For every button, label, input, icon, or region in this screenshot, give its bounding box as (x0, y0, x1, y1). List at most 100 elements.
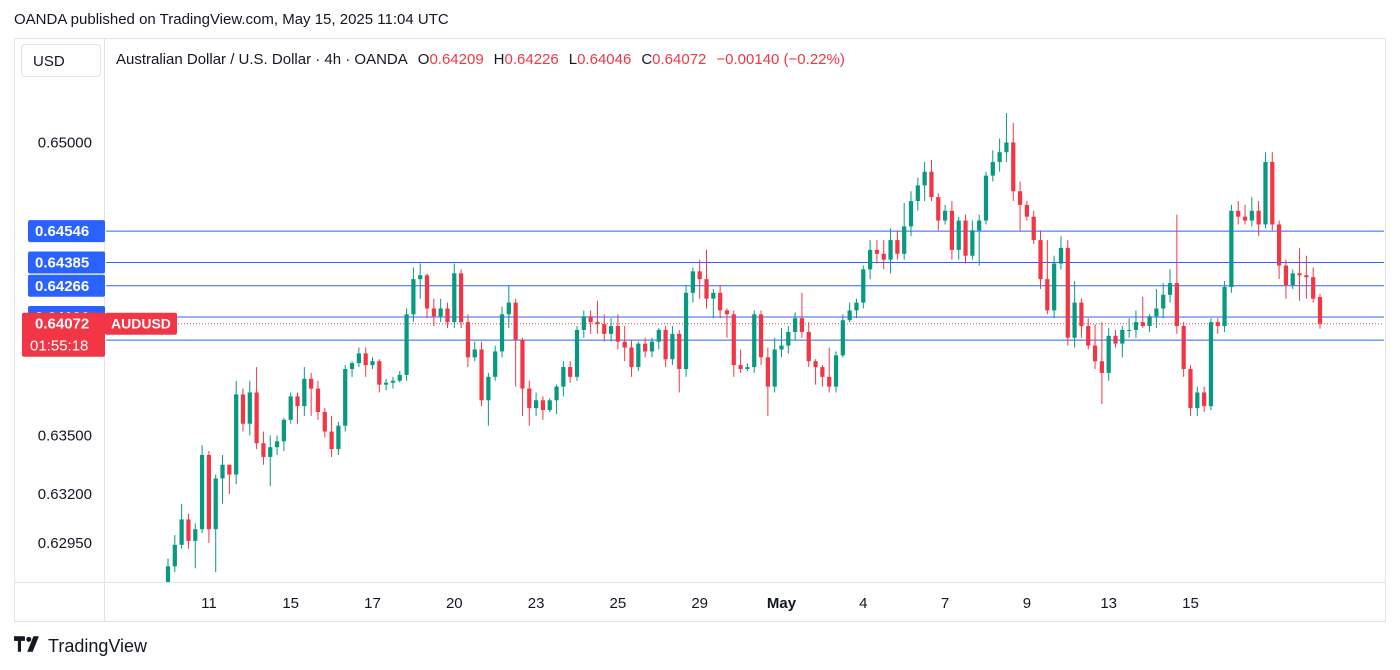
candle-up (970, 230, 975, 256)
candle-up (1195, 392, 1200, 409)
candle-up (636, 343, 641, 368)
candle-down (1270, 161, 1275, 225)
y-tick-label: 0.65000 (38, 134, 92, 151)
tradingview-logo-icon (14, 636, 42, 657)
symbol-tag-label: AUDUSD (111, 316, 171, 332)
high-label: H (493, 51, 505, 68)
candle-up (472, 349, 477, 358)
candle-down (322, 412, 327, 432)
candle-down (704, 279, 709, 299)
close-label: C (641, 51, 653, 68)
candle-down (643, 343, 648, 352)
candle-down (1283, 265, 1289, 286)
candle-down (261, 443, 266, 457)
candle-up (411, 279, 416, 315)
x-tick-label: 4 (859, 595, 867, 612)
candle-down (1079, 302, 1084, 327)
candle-down (363, 353, 368, 366)
x-tick-label: 13 (1100, 595, 1117, 612)
level-label: 0.64266 (35, 278, 89, 295)
candle-down (186, 519, 191, 541)
candle-down (731, 314, 736, 366)
currency-selector[interactable]: USD (21, 44, 101, 77)
candle-down (227, 464, 232, 475)
candle-down (718, 292, 723, 311)
x-tick-label: 17 (364, 595, 381, 612)
candle-up (670, 333, 675, 360)
candle-down (1099, 361, 1104, 373)
candle-down (820, 367, 825, 377)
candle-up (847, 310, 852, 321)
candle-down (1311, 277, 1316, 299)
candle-up (220, 464, 225, 479)
candle-down (697, 271, 702, 280)
candle-up (1229, 210, 1234, 287)
candle-down (949, 210, 955, 250)
candle-up (404, 314, 409, 375)
candle-up (1208, 322, 1214, 407)
candle-up (649, 341, 655, 352)
candle-up (452, 273, 457, 323)
candle-down (588, 316, 593, 323)
high-value: 0.64226 (504, 51, 559, 68)
candle-down (377, 361, 382, 385)
candle-up (1161, 294, 1166, 309)
candle-down (254, 392, 259, 444)
candle-down (602, 324, 607, 334)
candle-up (608, 326, 614, 334)
symbol-title: Australian Dollar / U.S. Dollar · 4h · O… (116, 51, 408, 68)
candle-up (902, 226, 907, 254)
candle-up (1290, 273, 1295, 286)
x-tick-label: 15 (1182, 595, 1199, 612)
candle-up (213, 478, 218, 530)
candle-up (1052, 263, 1057, 311)
candle-down (315, 388, 321, 412)
candle-down (813, 361, 818, 368)
candle-down (663, 329, 668, 360)
candle-down (806, 331, 811, 362)
candle-up (193, 529, 198, 541)
candle-down (1011, 142, 1016, 192)
candle-down (595, 322, 600, 325)
tradingview-brand: TradingView (48, 636, 148, 656)
candle-down (895, 240, 900, 254)
x-tick-label: 7 (941, 595, 949, 612)
candle-up (915, 185, 920, 202)
candles-group (165, 113, 1323, 582)
tradingview-footer[interactable]: TradingView (14, 636, 147, 657)
candle-up (711, 292, 716, 299)
candle-down (465, 322, 471, 358)
candle-down (424, 275, 430, 309)
candle-up (745, 367, 750, 370)
candle-up (977, 220, 982, 231)
candle-up (533, 400, 539, 409)
level-label-bg (28, 251, 105, 274)
candle-down (329, 431, 334, 450)
last-price-tag-bg (22, 312, 105, 357)
candle-up (397, 374, 402, 381)
candle-down (615, 326, 621, 342)
candle-down (568, 367, 573, 377)
candle-down (1065, 247, 1070, 338)
y-tick-label: 0.63500 (38, 427, 92, 444)
candle-down (1092, 345, 1098, 362)
candle-up (1154, 308, 1159, 317)
candle-up (356, 353, 361, 364)
candle-down (1017, 191, 1023, 205)
candle-up (438, 308, 443, 317)
candle-up (683, 292, 689, 370)
candle-up (199, 454, 205, 530)
candle-up (165, 566, 171, 582)
candle-down (936, 197, 941, 221)
candle-up (390, 380, 396, 383)
candle-up (867, 249, 873, 270)
candle-down (1276, 224, 1282, 266)
candle-up (574, 329, 580, 377)
x-tick-label: 25 (610, 595, 627, 612)
candle-up (1147, 316, 1152, 327)
candle-down (724, 310, 730, 315)
candle-down (827, 376, 832, 387)
candle-down (1236, 210, 1241, 217)
candle-up (922, 171, 927, 186)
